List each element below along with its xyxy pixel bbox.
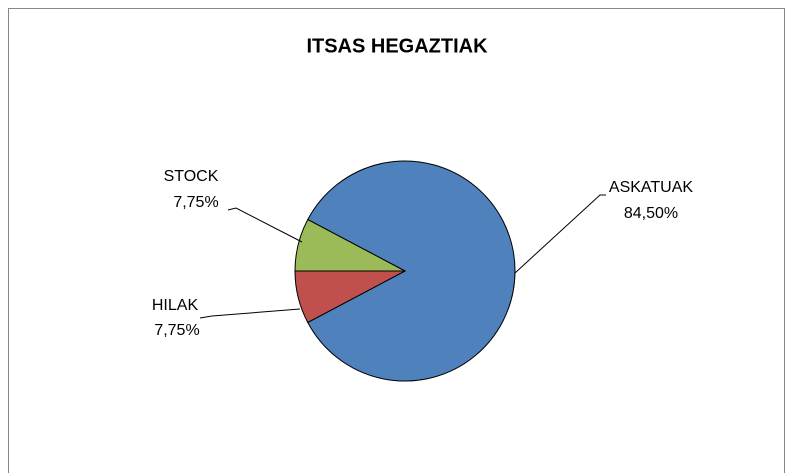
value-label: 7,75% bbox=[154, 322, 199, 339]
chart-title: ITSAS HEGAZTIAK bbox=[306, 35, 488, 57]
pie-slice bbox=[294, 218, 406, 272]
slices bbox=[294, 160, 516, 382]
slice-label: HILAK bbox=[152, 297, 199, 314]
value-label: 7,75% bbox=[173, 194, 218, 211]
leader-line bbox=[514, 194, 606, 274]
leader-line bbox=[199, 308, 301, 319]
slice-label: STOCK bbox=[164, 168, 219, 185]
slice-label: ASKATUAK bbox=[609, 179, 694, 196]
pie-slice bbox=[307, 160, 516, 382]
value-label: 84,50% bbox=[624, 205, 678, 222]
leader-line bbox=[227, 207, 303, 243]
